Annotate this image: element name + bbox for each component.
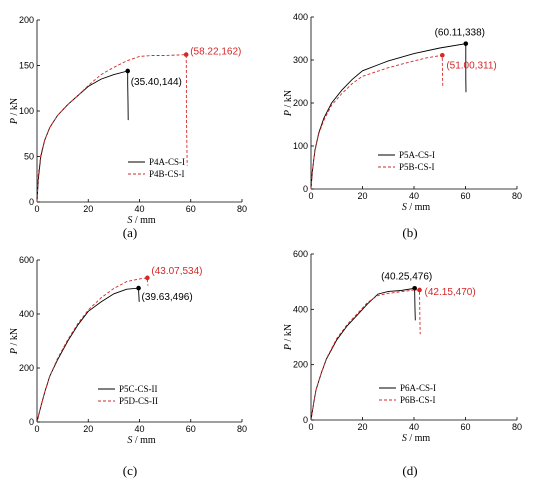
y-tick-label: 50 xyxy=(24,152,34,162)
peak-label: (60.11,338) xyxy=(435,28,485,39)
y-tick-label: 400 xyxy=(293,304,308,314)
x-tick-label: 20 xyxy=(83,204,93,214)
peak-label: (51.00,311) xyxy=(446,60,496,71)
peak-point xyxy=(183,52,189,57)
x-tick-label: 20 xyxy=(357,422,367,432)
y-tick-label: 400 xyxy=(293,12,308,22)
legend-label: P5A-CS-I xyxy=(399,150,435,160)
x-tick-label: 20 xyxy=(83,424,93,434)
panel-label: (c) xyxy=(123,463,137,478)
legend-label: P5D-CS-II xyxy=(119,396,158,406)
series-line-P6A-CS-I xyxy=(310,287,416,421)
x-tick-label: 40 xyxy=(409,191,419,201)
y-tick-label: 600 xyxy=(19,255,34,265)
y-axis-title: P / kN xyxy=(283,90,294,117)
peak-point xyxy=(417,287,422,293)
chart-panel-1: 0 20 40 60 80 0 50 100 150 200 S / mm P / kN (35.40,… xyxy=(9,15,247,240)
x-tick-label: 80 xyxy=(512,191,522,201)
x-tick-label: 0 xyxy=(34,424,39,434)
y-tick-label: 400 xyxy=(19,309,34,319)
chart-panel-3: 0 20 40 60 80 0 200 400 600 S / mm P / kN (39.63,49… xyxy=(9,255,247,478)
peak-label: (58.22,162) xyxy=(190,47,241,58)
y-tick-label: 200 xyxy=(293,360,308,370)
y-tick-label: 600 xyxy=(293,249,308,259)
peak-label: (40.25,476) xyxy=(381,271,432,282)
x-axis-title: S / mm xyxy=(127,435,156,446)
peak-label: (43.07,534) xyxy=(151,266,202,277)
series-line-P5B-CS-I xyxy=(310,54,444,190)
y-axis-title: P / kN xyxy=(9,98,20,125)
series-line-P5D-CS-II xyxy=(36,277,149,423)
y-tick-label: 200 xyxy=(19,15,34,25)
x-axis-title: S / mm xyxy=(402,202,431,213)
y-axis-title: P / kN xyxy=(9,328,20,355)
chart-panel-4: 0 20 40 60 80 0 200 400 600 S / mm P / kN (40.25,47… xyxy=(283,249,522,478)
peak-point xyxy=(440,52,445,58)
y-tick-label: 200 xyxy=(19,363,34,373)
x-tick-label: 80 xyxy=(237,424,247,434)
legend-label: P6A-CS-I xyxy=(400,383,436,393)
x-tick-label: 60 xyxy=(460,191,470,201)
panel-label: (d) xyxy=(402,463,417,478)
x-tick-label: 60 xyxy=(460,422,470,432)
series-line-P6B-CS-I xyxy=(310,289,421,421)
y-tick-label: 150 xyxy=(19,61,34,71)
peak-label: (35.40,144) xyxy=(131,77,182,88)
peak-point xyxy=(145,275,150,281)
legend-label: P4A-CS-I xyxy=(149,157,185,167)
x-tick-label: 0 xyxy=(308,422,313,432)
peak-label: (42.15,470) xyxy=(425,287,476,298)
x-tick-label: 40 xyxy=(134,424,144,434)
y-tick-label: 0 xyxy=(303,415,308,425)
x-tick-label: 0 xyxy=(34,204,39,214)
panel-label: (a) xyxy=(123,225,137,240)
x-tick-label: 80 xyxy=(237,204,247,214)
peak-point xyxy=(136,285,141,291)
chart-panel-2: 0 20 40 60 80 0 100 200 300 400 S / mm P / kN (60.11… xyxy=(283,12,522,240)
peak-point xyxy=(412,286,417,291)
y-tick-label: 100 xyxy=(293,141,308,151)
x-axis-title: S / mm xyxy=(402,433,431,444)
legend-label: P5C-CS-II xyxy=(119,384,158,394)
y-axis-title: P / kN xyxy=(283,324,294,351)
x-tick-label: 0 xyxy=(308,191,313,201)
x-tick-label: 60 xyxy=(186,424,196,434)
y-tick-label: 300 xyxy=(293,55,308,65)
y-tick-label: 100 xyxy=(19,106,34,116)
x-tick-label: 20 xyxy=(357,191,367,201)
y-tick-label: 0 xyxy=(29,417,34,427)
peak-point xyxy=(463,41,469,46)
legend-label: P4B-CS-I xyxy=(149,169,185,179)
x-tick-label: 40 xyxy=(134,204,144,214)
peak-point xyxy=(125,68,131,74)
y-tick-label: 200 xyxy=(293,98,308,108)
legend-label: P5B-CS-I xyxy=(399,162,435,172)
x-tick-label: 40 xyxy=(409,422,419,432)
legend-label: P6B-CS-I xyxy=(400,395,436,405)
panel-label: (b) xyxy=(402,225,417,240)
x-tick-label: 80 xyxy=(512,422,522,432)
y-tick-label: 0 xyxy=(29,197,34,207)
peak-label: (39.63,496) xyxy=(142,292,193,303)
x-axis-title: S / mm xyxy=(127,215,156,226)
x-tick-label: 60 xyxy=(186,204,196,214)
series-line-P4B-CS-I xyxy=(36,54,188,203)
y-tick-label: 0 xyxy=(303,184,308,194)
